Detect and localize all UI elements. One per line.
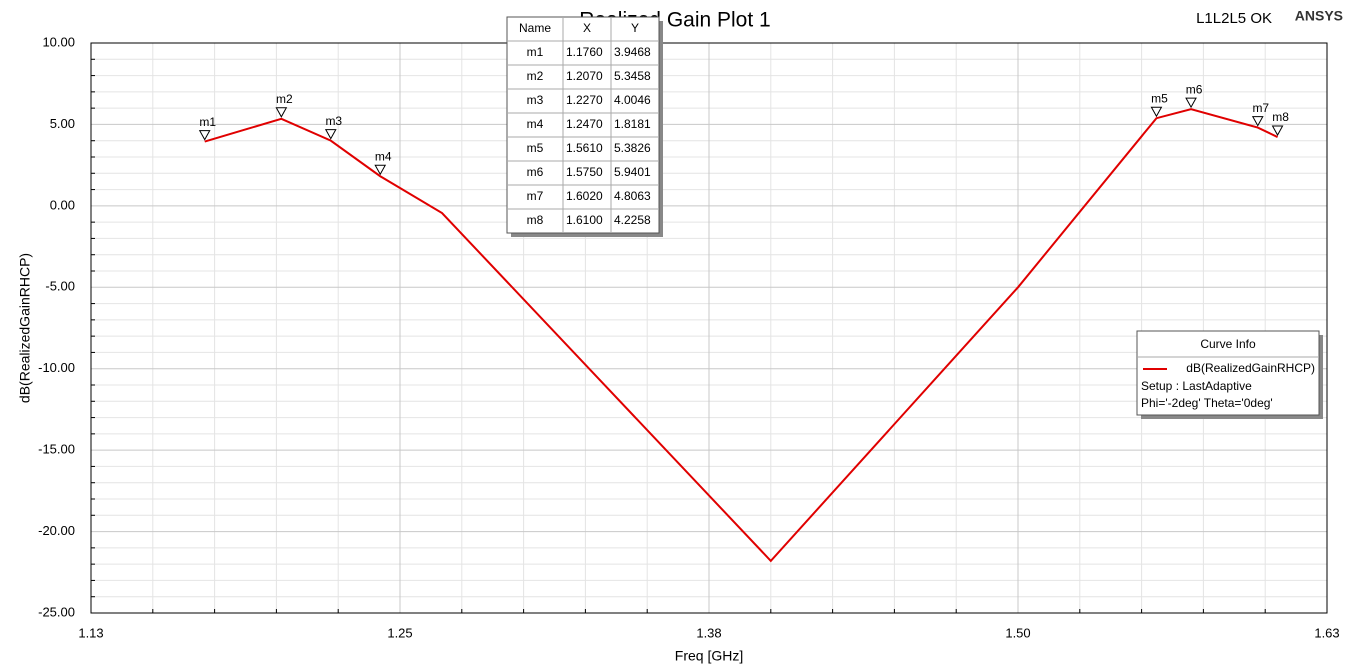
- brand-label: ANSYS: [1295, 8, 1343, 24]
- table-cell: m1: [527, 45, 544, 59]
- table-cell: 1.6100: [566, 213, 603, 227]
- y-tick-label: 5.00: [50, 116, 75, 131]
- legend: [1136, 330, 1320, 416]
- table-header: Name: [519, 21, 551, 35]
- table-cell: 5.3826: [614, 141, 651, 155]
- y-tick-label: -15.00: [38, 442, 75, 457]
- marker-triangle: [1271, 125, 1284, 137]
- table-header: Y: [631, 21, 639, 35]
- legend-variables: Phi='-2deg' Theta='0deg': [1141, 396, 1273, 410]
- table-cell: 5.9401: [614, 165, 651, 179]
- table-cell: 1.1760: [566, 45, 603, 59]
- marker-label: m8: [1272, 110, 1289, 124]
- y-axis-label: dB(RealizedGainRHCP): [17, 253, 33, 403]
- marker-label: m7: [1252, 101, 1269, 115]
- x-tick-label: 1.63: [1314, 625, 1339, 640]
- y-tick-label: -25.00: [38, 604, 75, 619]
- table-cell: m2: [527, 69, 544, 83]
- plot-frame: [90, 42, 1328, 614]
- marker-triangle: [1185, 97, 1197, 109]
- marker-triangle: [374, 164, 387, 176]
- table-cell: 1.5610: [566, 141, 603, 155]
- table-cell: 1.2270: [566, 93, 603, 107]
- legend-setup: Setup : LastAdaptive: [1141, 379, 1252, 393]
- y-tick-label: -20.00: [38, 523, 75, 538]
- marker-label: m3: [325, 114, 342, 128]
- marker-label: m6: [1186, 82, 1203, 96]
- marker-triangle: [324, 129, 337, 140]
- table-cell: 1.2470: [566, 117, 603, 131]
- marker-label: m5: [1151, 91, 1168, 105]
- table-cell: 4.2258: [614, 213, 651, 227]
- x-axis-label: Freq [GHz]: [675, 648, 743, 664]
- marker-triangle: [275, 107, 288, 118]
- marker-label: m4: [375, 149, 392, 163]
- table-cell: m7: [527, 189, 544, 203]
- marker-label: m2: [276, 92, 293, 106]
- table-cell: m8: [527, 213, 544, 227]
- table-cell: 1.5750: [566, 165, 603, 179]
- legend-title: Curve Info: [1200, 337, 1256, 351]
- table-cell: 5.3458: [614, 69, 651, 83]
- marker-triangle: [198, 130, 211, 141]
- x-tick-label: 1.13: [78, 625, 103, 640]
- table-cell: 1.6020: [566, 189, 603, 203]
- table-cell: m4: [527, 117, 544, 131]
- table-cell: m5: [527, 141, 544, 155]
- y-tick-label: -10.00: [38, 360, 75, 375]
- marker-triangle: [1251, 116, 1264, 127]
- x-tick-label: 1.25: [387, 625, 412, 640]
- table-cell: 4.0046: [614, 93, 651, 107]
- line-series: [204, 108, 1278, 563]
- marker-triangle: [1150, 106, 1163, 118]
- table-cell: m6: [527, 165, 544, 179]
- table-cell: 4.8063: [614, 189, 651, 203]
- table-header: X: [583, 21, 591, 35]
- y-tick-label: -5.00: [45, 279, 75, 294]
- status-label: L1L2L5 OK: [1196, 10, 1272, 27]
- marker-label: m1: [199, 115, 216, 129]
- x-tick-label: 1.50: [1005, 625, 1030, 640]
- table-cell: m3: [527, 93, 544, 107]
- y-tick-label: 10.00: [42, 34, 75, 49]
- y-tick-label: 0.00: [50, 197, 75, 212]
- table-cell: 3.9468: [614, 45, 651, 59]
- table-cell: 1.8181: [614, 117, 651, 131]
- table-cell: 1.2070: [566, 69, 603, 83]
- x-tick-label: 1.38: [696, 625, 721, 640]
- legend-entry: dB(RealizedGainRHCP): [1186, 361, 1315, 375]
- marker-table: [506, 16, 660, 234]
